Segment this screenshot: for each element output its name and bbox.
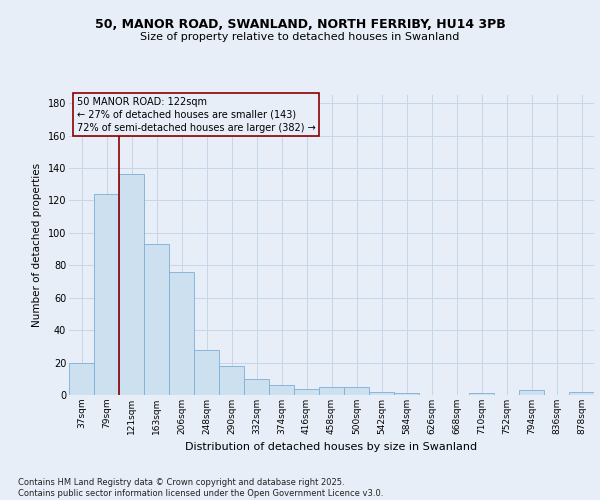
Y-axis label: Number of detached properties: Number of detached properties <box>32 163 42 327</box>
Text: 50, MANOR ROAD, SWANLAND, NORTH FERRIBY, HU14 3PB: 50, MANOR ROAD, SWANLAND, NORTH FERRIBY,… <box>95 18 505 30</box>
Text: Size of property relative to detached houses in Swanland: Size of property relative to detached ho… <box>140 32 460 42</box>
Text: Contains HM Land Registry data © Crown copyright and database right 2025.
Contai: Contains HM Land Registry data © Crown c… <box>18 478 383 498</box>
Bar <box>519 390 544 395</box>
Bar <box>69 362 94 395</box>
Bar <box>394 394 419 395</box>
Bar <box>369 392 394 395</box>
Bar <box>569 392 594 395</box>
Bar <box>344 387 369 395</box>
X-axis label: Distribution of detached houses by size in Swanland: Distribution of detached houses by size … <box>185 442 478 452</box>
Bar <box>294 388 319 395</box>
Bar <box>119 174 144 395</box>
Bar <box>469 394 494 395</box>
Bar <box>244 379 269 395</box>
Bar <box>94 194 119 395</box>
Bar <box>169 272 194 395</box>
Text: 50 MANOR ROAD: 122sqm
← 27% of detached houses are smaller (143)
72% of semi-det: 50 MANOR ROAD: 122sqm ← 27% of detached … <box>77 96 316 133</box>
Bar <box>269 386 294 395</box>
Bar <box>219 366 244 395</box>
Bar <box>319 387 344 395</box>
Bar <box>194 350 219 395</box>
Bar <box>144 244 169 395</box>
